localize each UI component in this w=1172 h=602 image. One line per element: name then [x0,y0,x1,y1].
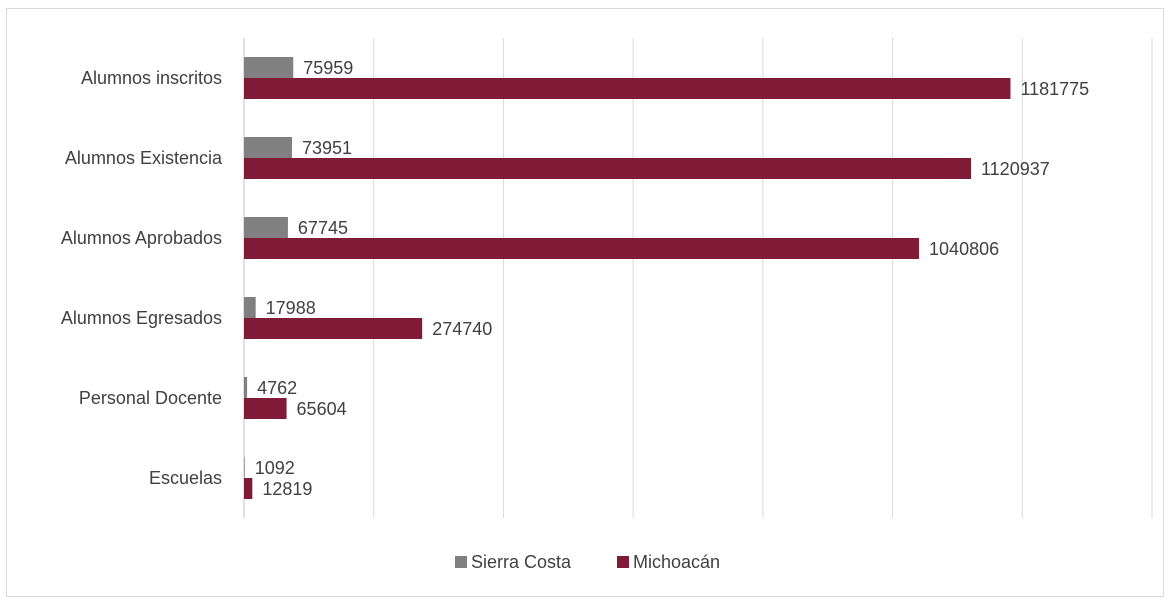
category-label: Alumnos inscritos [81,68,222,88]
bar-michoacan [244,478,253,499]
legend-label-michoacan: Michoacán [633,552,720,572]
value-label-sierra-costa: 67745 [298,218,348,238]
value-label-michoacan: 12819 [262,479,312,499]
legend-swatch-michoacan [617,556,629,568]
bar-michoacan [244,318,423,339]
bar-sierra-costa [244,297,256,318]
category-label: Personal Docente [79,388,222,408]
category-label: Alumnos Aprobados [61,228,222,248]
value-label-sierra-costa: 73951 [302,138,352,158]
legend-swatch-sierra-costa [455,556,467,568]
value-label-sierra-costa: 75959 [303,58,353,78]
value-label-michoacan: 274740 [432,319,492,339]
value-label-sierra-costa: 4762 [257,378,297,398]
bar-sierra-costa [244,137,292,158]
bar-michoacan [244,158,972,179]
category-label: Escuelas [149,468,222,488]
category-label: Alumnos Egresados [61,308,222,328]
value-label-michoacan: 1040806 [929,239,999,259]
value-label-michoacan: 65604 [297,399,347,419]
chart-frame [6,8,1164,597]
value-label-sierra-costa: 17988 [266,298,316,318]
value-label-michoacan: 1120937 [981,159,1050,179]
category-labels: Alumnos inscritos Alumnos Existencia Alumn… [61,68,223,488]
bar-michoacan [244,238,920,259]
bar-michoacan [244,78,1011,99]
gridlines [243,38,1153,518]
value-labels: 75959 1181775 73951 1120937 67745 1040806 1798… [255,58,1090,499]
bar-sierra-costa [244,377,248,398]
bar-sierra-costa [244,217,288,238]
bars [244,57,1011,499]
bar-sierra-costa [244,457,245,478]
value-label-michoacan: 1181775 [1020,79,1089,99]
bar-michoacan [244,398,287,419]
legend-label-sierra-costa: Sierra Costa [471,552,572,572]
bar-sierra-costa [244,57,294,78]
legend: Sierra Costa Michoacán [455,552,720,572]
value-label-sierra-costa: 1092 [255,458,295,478]
category-label: Alumnos Existencia [65,148,223,168]
